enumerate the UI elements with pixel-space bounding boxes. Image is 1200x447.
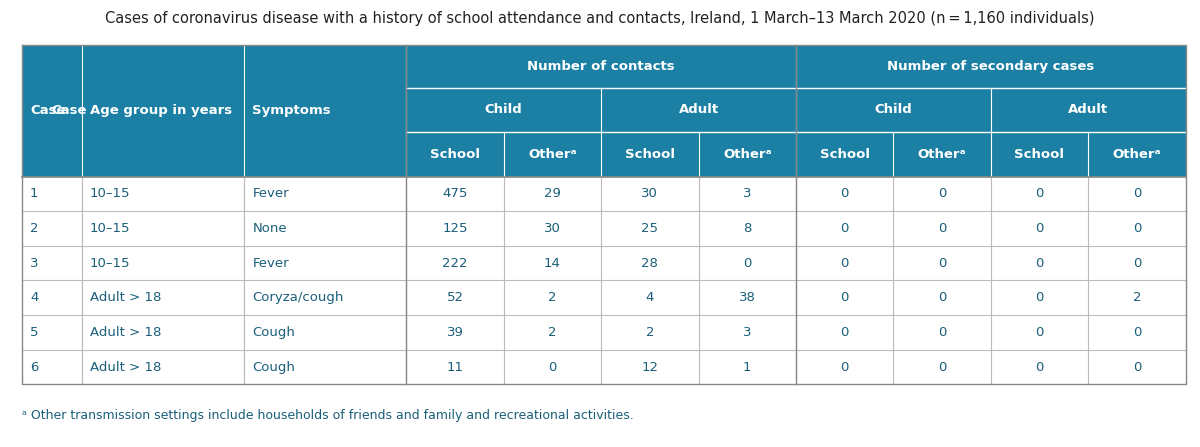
Bar <box>22 350 1186 384</box>
Text: 0: 0 <box>1036 326 1044 339</box>
Text: 3: 3 <box>743 326 751 339</box>
Text: ᵃ Other transmission settings include households of friends and family and recre: ᵃ Other transmission settings include ho… <box>22 409 634 422</box>
Text: 0: 0 <box>1133 187 1141 200</box>
Text: 0: 0 <box>840 187 848 200</box>
Text: 0: 0 <box>840 291 848 304</box>
Text: 2: 2 <box>30 222 38 235</box>
Text: 0: 0 <box>938 222 947 235</box>
Bar <box>22 315 1186 350</box>
Text: 0: 0 <box>548 361 557 374</box>
Text: Coryza/cough: Coryza/cough <box>252 291 343 304</box>
Text: Otherᵃ: Otherᵃ <box>1112 148 1162 160</box>
Text: Adult: Adult <box>678 103 719 117</box>
Text: 25: 25 <box>641 222 659 235</box>
Text: 10–15: 10–15 <box>90 187 131 200</box>
Text: 14: 14 <box>544 257 560 270</box>
Text: 10–15: 10–15 <box>90 222 131 235</box>
Text: Adult > 18: Adult > 18 <box>90 326 161 339</box>
Text: Fever: Fever <box>252 187 289 200</box>
Text: 3: 3 <box>30 257 38 270</box>
Text: 28: 28 <box>641 257 659 270</box>
Text: 0: 0 <box>938 187 947 200</box>
Text: 5: 5 <box>30 326 38 339</box>
Text: School: School <box>1014 148 1064 160</box>
Text: 0: 0 <box>938 361 947 374</box>
Text: 30: 30 <box>641 187 659 200</box>
Text: 2: 2 <box>1133 291 1141 304</box>
Text: 0: 0 <box>1036 187 1044 200</box>
Text: 2: 2 <box>548 291 557 304</box>
Text: Child: Child <box>485 103 522 117</box>
Bar <box>82 45 244 177</box>
Text: School: School <box>820 148 870 160</box>
Bar <box>22 211 1186 246</box>
Bar <box>22 246 1186 281</box>
Text: 2: 2 <box>646 326 654 339</box>
Text: Cough: Cough <box>252 361 295 374</box>
Text: Fever: Fever <box>252 257 289 270</box>
Text: 0: 0 <box>743 257 751 270</box>
Text: 6: 6 <box>30 361 38 374</box>
Text: Cough: Cough <box>252 326 295 339</box>
Text: None: None <box>252 222 287 235</box>
Text: 0: 0 <box>938 291 947 304</box>
Text: Child: Child <box>875 103 912 117</box>
Text: 2: 2 <box>548 326 557 339</box>
Text: 0: 0 <box>1036 291 1044 304</box>
Text: 475: 475 <box>443 187 468 200</box>
Text: 4: 4 <box>646 291 654 304</box>
Bar <box>22 45 82 177</box>
Text: 0: 0 <box>1133 326 1141 339</box>
Text: 29: 29 <box>544 187 560 200</box>
Text: 30: 30 <box>544 222 560 235</box>
Text: Number of secondary cases: Number of secondary cases <box>887 60 1094 73</box>
Text: 0: 0 <box>840 222 848 235</box>
Text: Otherᵃ: Otherᵃ <box>722 148 772 160</box>
Bar <box>244 45 407 177</box>
Text: 0: 0 <box>1036 361 1044 374</box>
Text: Symptoms: Symptoms <box>252 104 331 117</box>
Bar <box>22 177 1186 211</box>
Text: 0: 0 <box>1036 257 1044 270</box>
Text: 52: 52 <box>446 291 463 304</box>
Text: Otherᵃ: Otherᵃ <box>918 148 966 160</box>
Text: 4: 4 <box>30 291 38 304</box>
Text: 12: 12 <box>641 361 659 374</box>
Text: 0: 0 <box>938 257 947 270</box>
Text: Adult: Adult <box>1068 103 1109 117</box>
Text: 0: 0 <box>840 361 848 374</box>
Text: Case: Case <box>30 104 66 117</box>
Bar <box>407 88 1186 132</box>
Bar <box>22 281 1186 315</box>
Text: 0: 0 <box>1133 361 1141 374</box>
Text: 0: 0 <box>840 326 848 339</box>
Text: 3: 3 <box>743 187 751 200</box>
Text: 11: 11 <box>446 361 463 374</box>
Text: Otherᵃ: Otherᵃ <box>528 148 577 160</box>
Text: Case: Case <box>52 104 88 117</box>
Text: Number of contacts: Number of contacts <box>527 60 674 73</box>
Text: 8: 8 <box>743 222 751 235</box>
Text: 1: 1 <box>30 187 38 200</box>
Text: 39: 39 <box>446 326 463 339</box>
Text: School: School <box>625 148 674 160</box>
Text: Adult > 18: Adult > 18 <box>90 361 161 374</box>
Text: 0: 0 <box>938 326 947 339</box>
Text: 10–15: 10–15 <box>90 257 131 270</box>
Text: School: School <box>430 148 480 160</box>
Text: 0: 0 <box>1036 222 1044 235</box>
Text: 0: 0 <box>1133 257 1141 270</box>
Text: 0: 0 <box>1133 222 1141 235</box>
Text: 1: 1 <box>743 361 751 374</box>
Text: Adult > 18: Adult > 18 <box>90 291 161 304</box>
Text: Age group in years: Age group in years <box>90 104 232 117</box>
Text: 0: 0 <box>840 257 848 270</box>
Bar <box>407 45 1186 88</box>
Text: 38: 38 <box>739 291 756 304</box>
Text: 222: 222 <box>443 257 468 270</box>
Bar <box>407 132 1186 177</box>
Text: 125: 125 <box>443 222 468 235</box>
Text: Cases of coronavirus disease with a history of school attendance and contacts, I: Cases of coronavirus disease with a hist… <box>106 11 1094 26</box>
